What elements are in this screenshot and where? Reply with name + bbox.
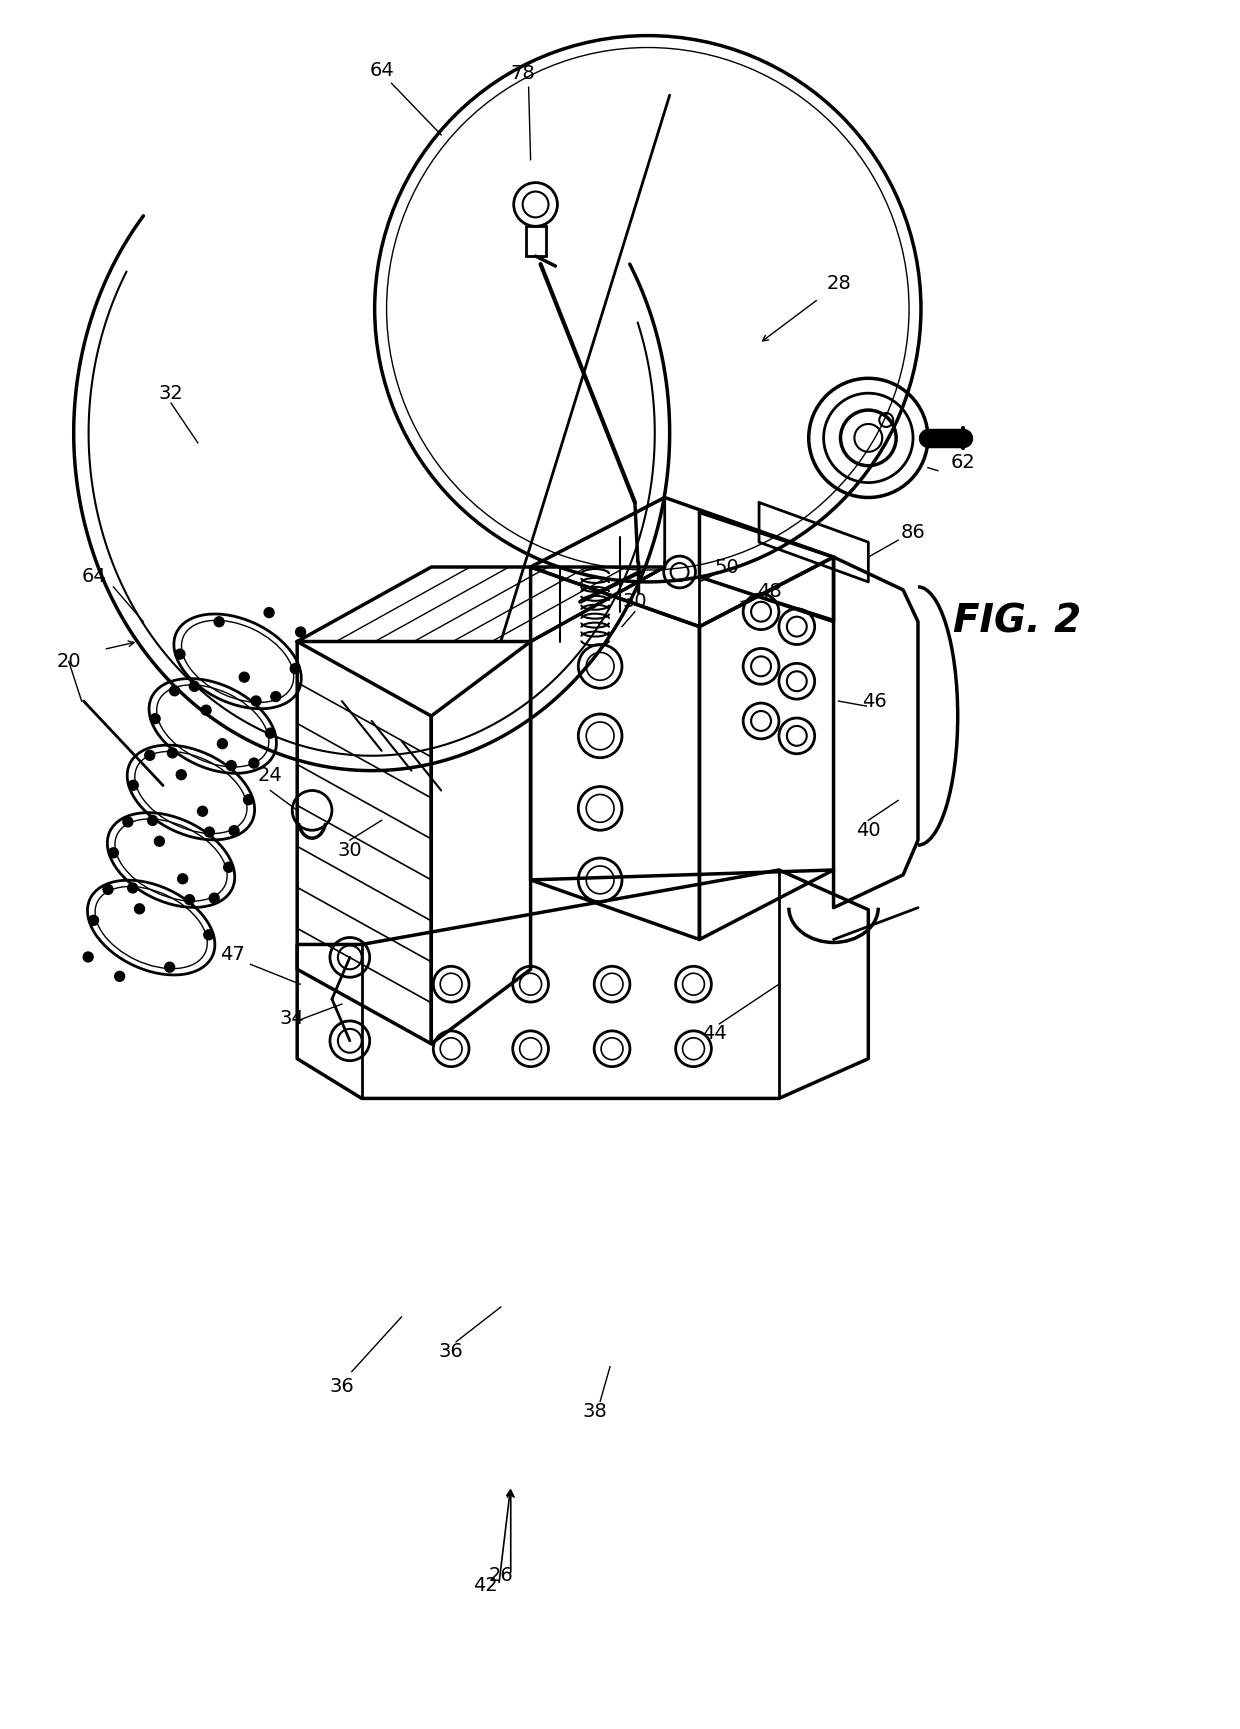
Text: 64: 64 — [81, 567, 105, 586]
Circle shape — [210, 894, 219, 903]
Text: 34: 34 — [280, 1010, 305, 1029]
Text: 26: 26 — [489, 1566, 513, 1585]
Circle shape — [226, 761, 236, 771]
Circle shape — [150, 714, 160, 724]
Text: 86: 86 — [900, 522, 925, 541]
Text: 47: 47 — [221, 944, 246, 963]
Circle shape — [264, 607, 274, 617]
Circle shape — [290, 664, 300, 674]
Text: 28: 28 — [826, 275, 851, 294]
Text: 78: 78 — [511, 64, 534, 83]
Circle shape — [176, 769, 186, 780]
Text: 44: 44 — [702, 1024, 727, 1043]
Circle shape — [83, 953, 93, 961]
Circle shape — [270, 692, 280, 702]
Circle shape — [135, 904, 145, 915]
Circle shape — [190, 681, 200, 692]
Circle shape — [239, 673, 249, 683]
Text: 36: 36 — [330, 1376, 355, 1395]
Circle shape — [205, 826, 215, 837]
Text: 46: 46 — [862, 692, 887, 711]
Text: 50: 50 — [715, 557, 739, 576]
Circle shape — [201, 705, 211, 716]
Circle shape — [155, 837, 165, 845]
Circle shape — [203, 930, 213, 941]
Circle shape — [249, 757, 259, 768]
Circle shape — [223, 863, 233, 871]
Circle shape — [145, 750, 155, 761]
Text: 20: 20 — [56, 652, 81, 671]
Circle shape — [128, 884, 138, 892]
Text: 30: 30 — [622, 593, 647, 612]
Circle shape — [108, 847, 118, 858]
Circle shape — [148, 816, 157, 825]
Text: 64: 64 — [370, 61, 394, 80]
Circle shape — [167, 749, 177, 757]
Text: 30: 30 — [337, 840, 362, 859]
Text: 24: 24 — [258, 766, 283, 785]
Circle shape — [185, 894, 195, 904]
Text: 42: 42 — [474, 1575, 498, 1594]
Text: 38: 38 — [583, 1402, 608, 1421]
Text: FIG. 2: FIG. 2 — [954, 603, 1081, 641]
Circle shape — [295, 628, 305, 636]
Text: 32: 32 — [159, 384, 184, 403]
Circle shape — [177, 873, 187, 884]
Circle shape — [215, 617, 224, 626]
Text: 48: 48 — [756, 583, 781, 602]
Circle shape — [217, 738, 227, 749]
Text: 40: 40 — [856, 821, 880, 840]
Circle shape — [250, 697, 262, 705]
Circle shape — [243, 795, 253, 804]
Text: 62: 62 — [950, 453, 975, 472]
Circle shape — [265, 728, 275, 738]
Circle shape — [115, 972, 125, 982]
Text: 36: 36 — [439, 1342, 464, 1361]
Circle shape — [175, 648, 185, 659]
Circle shape — [88, 915, 98, 925]
Circle shape — [197, 806, 207, 816]
Circle shape — [103, 885, 113, 894]
Circle shape — [128, 780, 138, 790]
Circle shape — [170, 686, 180, 695]
Circle shape — [165, 963, 175, 972]
Circle shape — [229, 826, 239, 835]
Circle shape — [123, 816, 133, 826]
